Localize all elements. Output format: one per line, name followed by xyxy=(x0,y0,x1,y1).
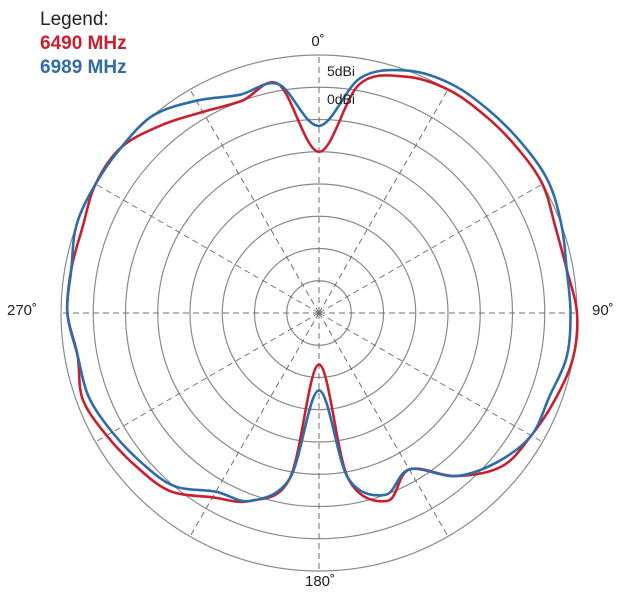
angle-tick-270: 270˚ xyxy=(7,302,37,319)
legend-entry-6989: 6989 MHz xyxy=(40,57,127,78)
legend: Legend: 6490 MHz 6989 MHz xyxy=(40,8,127,80)
grid-spoke xyxy=(318,312,449,537)
grid-spoke xyxy=(95,183,320,314)
angle-tick-0: 0˚ xyxy=(311,33,324,50)
angle-tick-180: 180˚ xyxy=(305,573,335,590)
series-line-6989-mhz xyxy=(65,68,572,503)
angle-tick-90: 90˚ xyxy=(592,302,614,319)
legend-title: Legend: xyxy=(40,9,109,30)
grid-spoke xyxy=(189,312,320,537)
series-line-6490-mhz xyxy=(65,74,579,504)
grid-spoke xyxy=(95,312,320,443)
grid-spoke xyxy=(318,89,449,314)
grid-ring xyxy=(189,183,449,443)
grid-spoke xyxy=(318,312,543,443)
polar-grid xyxy=(60,54,578,572)
grid-spoke xyxy=(318,183,543,314)
ring-label-5dbi: 5dBi xyxy=(327,63,355,79)
grid-spoke xyxy=(189,89,320,314)
ring-label-0dbi: 0dBi xyxy=(327,91,355,107)
grid-ring xyxy=(221,215,417,411)
series-layer xyxy=(65,68,579,504)
legend-entry-6490: 6490 MHz xyxy=(40,33,127,54)
chart-labels: 0˚ 90˚ 180˚ 270˚ 5dBi 0dBi xyxy=(7,33,614,590)
